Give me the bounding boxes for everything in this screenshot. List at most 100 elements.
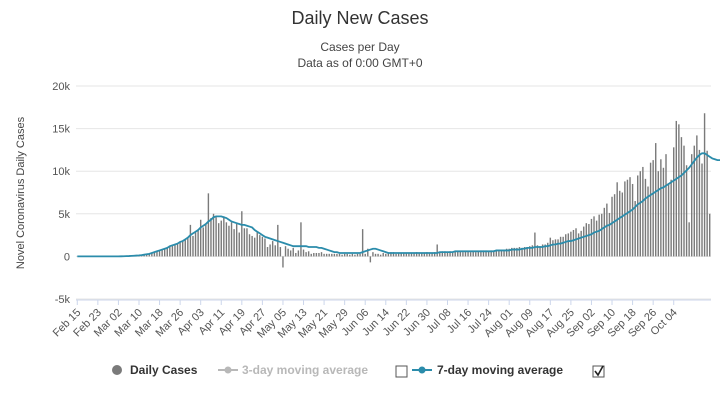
legend-item-3-day-average[interactable]: 3-day moving average xyxy=(218,363,368,377)
bar-daily-cases xyxy=(284,246,287,257)
y-tick-label: 5k xyxy=(58,209,70,221)
bar-daily-cases xyxy=(601,213,603,257)
bar-daily-cases xyxy=(590,218,593,257)
bar-daily-cases xyxy=(508,248,510,257)
bar-daily-cases xyxy=(549,237,552,257)
check-mark-icon xyxy=(594,365,604,377)
bar-daily-cases xyxy=(552,240,554,257)
bar-daily-cases xyxy=(349,254,351,257)
bar-daily-cases xyxy=(279,247,282,257)
legend-item-daily-cases[interactable]: Daily Cases xyxy=(112,363,198,377)
bar-daily-cases xyxy=(583,226,585,257)
bar-daily-cases xyxy=(151,252,153,257)
checkbox-7-day-average[interactable] xyxy=(592,365,605,378)
bar-daily-cases xyxy=(392,252,395,257)
bar-daily-cases xyxy=(428,252,431,257)
legend-label-3-day-average: 3-day moving average xyxy=(242,363,368,377)
bar-daily-cases xyxy=(264,238,266,257)
bar-daily-cases xyxy=(644,178,647,257)
bar-daily-cases xyxy=(611,196,613,257)
bar-daily-cases xyxy=(189,224,192,257)
bar-daily-cases xyxy=(230,222,233,257)
bar-daily-cases xyxy=(523,247,526,257)
bar-daily-cases xyxy=(534,232,536,257)
bar-daily-cases xyxy=(233,229,235,257)
bar-daily-cases xyxy=(660,159,662,257)
bar-daily-cases xyxy=(469,252,472,257)
bar-daily-cases xyxy=(374,253,377,257)
chart-subtitle-line-1: Cases per Day xyxy=(320,40,399,54)
bar-daily-cases xyxy=(246,228,248,257)
bar-daily-cases xyxy=(480,250,482,257)
bar-daily-cases xyxy=(683,145,685,257)
bar-daily-cases xyxy=(688,222,690,257)
y-tick-label: 10k xyxy=(52,166,70,178)
bar-daily-cases xyxy=(253,237,256,257)
bar-daily-cases xyxy=(187,237,189,257)
bar-daily-cases xyxy=(449,251,451,257)
bar-daily-cases xyxy=(529,246,531,257)
bar-daily-cases xyxy=(192,235,194,257)
bar-daily-cases xyxy=(385,253,387,257)
bar-daily-cases xyxy=(554,239,557,257)
bar-daily-cases xyxy=(364,253,366,257)
bar-daily-cases xyxy=(405,252,408,257)
bar-daily-cases xyxy=(310,253,312,257)
legend-item-7-day-average[interactable]: 7-day moving average xyxy=(412,363,563,377)
bar-daily-cases xyxy=(235,224,238,257)
bar-daily-cases xyxy=(307,251,310,257)
y-tick-label: 0 xyxy=(64,251,70,263)
y-tick-label: 20k xyxy=(52,81,70,93)
bar-daily-cases xyxy=(436,244,438,257)
bar-daily-cases xyxy=(544,244,546,257)
bar-daily-cases xyxy=(647,186,649,257)
bar-daily-cases xyxy=(377,253,379,257)
bar-daily-cases xyxy=(557,239,559,257)
bar-daily-cases xyxy=(390,252,392,257)
bar-daily-cases xyxy=(351,253,354,257)
bar-daily-cases xyxy=(333,253,336,257)
bar-daily-cases xyxy=(562,236,564,257)
bar-daily-cases xyxy=(410,252,413,257)
bar-daily-cases xyxy=(516,247,518,257)
bar-daily-cases xyxy=(493,250,495,257)
bar-daily-cases xyxy=(642,166,644,257)
bar-daily-cases xyxy=(536,245,539,257)
bar-daily-cases xyxy=(194,232,197,257)
bar-daily-cases xyxy=(691,154,693,257)
checkbox-3-day-average[interactable] xyxy=(395,365,408,378)
bar-daily-cases xyxy=(588,224,590,257)
bar-daily-cases xyxy=(199,219,202,257)
bar-daily-cases xyxy=(297,250,300,257)
bar-daily-cases xyxy=(629,177,631,257)
bar-daily-cases xyxy=(248,234,251,257)
bar-daily-cases xyxy=(521,247,523,257)
legend-marker-daily-cases xyxy=(112,365,122,375)
bar-daily-cases xyxy=(228,225,230,257)
y-axis-label: Novel Coronavirus Daily Cases xyxy=(15,116,27,269)
bar-daily-cases xyxy=(634,201,636,257)
bar-daily-cases xyxy=(212,213,215,257)
bar-daily-cases xyxy=(361,229,364,257)
bar-daily-cases xyxy=(441,251,444,257)
bar-daily-cases xyxy=(238,232,240,257)
bar-daily-cases xyxy=(423,252,426,257)
y-axis-ticks: -5k 0 5k 10k 15k 20k xyxy=(52,81,70,306)
bar-daily-cases xyxy=(271,241,274,257)
bar-daily-cases xyxy=(567,233,570,257)
bar-daily-cases xyxy=(261,236,264,257)
bar-daily-cases xyxy=(439,252,441,257)
bar-daily-cases xyxy=(354,254,356,257)
bar-daily-cases xyxy=(215,217,217,257)
bar-daily-cases xyxy=(346,253,348,257)
bar-daily-cases xyxy=(202,227,204,257)
bar-daily-cases xyxy=(325,253,328,257)
bar-daily-cases xyxy=(305,252,307,257)
bar-daily-cases xyxy=(243,228,246,257)
bar-daily-cases xyxy=(624,181,626,257)
bar-daily-cases xyxy=(603,207,606,257)
bar-daily-cases xyxy=(158,250,161,257)
bar-daily-cases xyxy=(166,247,168,257)
bar-daily-cases xyxy=(408,252,410,257)
